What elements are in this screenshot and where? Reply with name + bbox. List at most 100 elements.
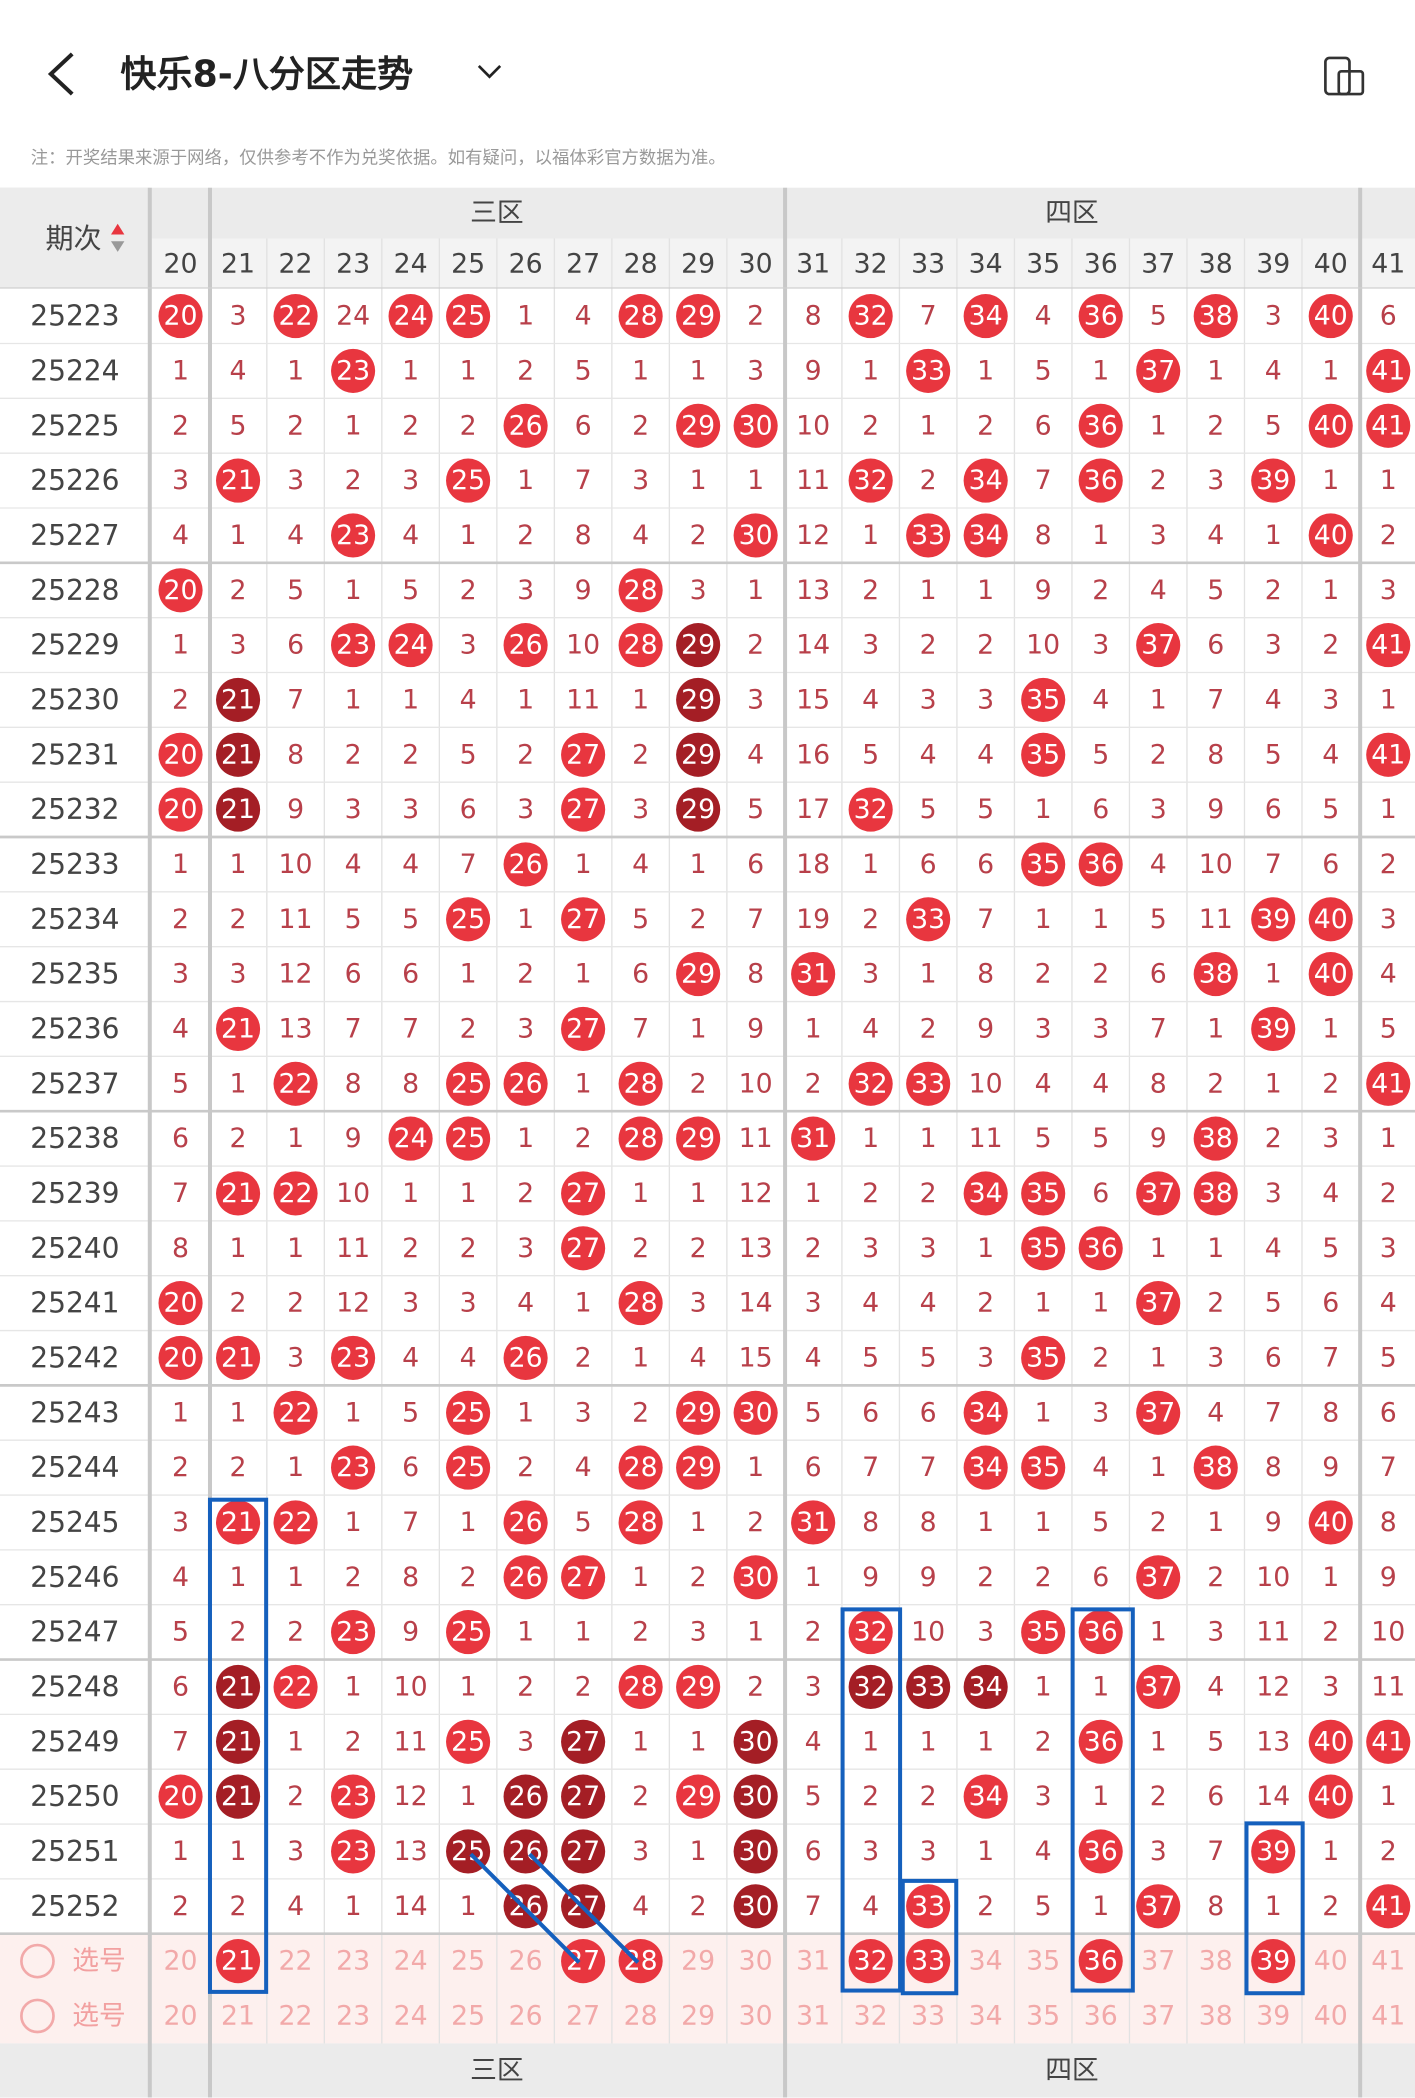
issue: 25233 — [30, 848, 119, 881]
radio[interactable] — [20, 1998, 55, 2034]
ball-number[interactable]: 39 — [1256, 1946, 1290, 1977]
cell-number[interactable]: 22 — [279, 2000, 313, 2031]
cell-number[interactable]: 38 — [1199, 1946, 1233, 1977]
ball-number: 23 — [336, 1836, 370, 1867]
cell-number[interactable]: 41 — [1371, 2000, 1405, 2031]
cell-number: 14 — [739, 1288, 773, 1319]
cell-number: 1 — [460, 1178, 477, 1209]
ball[interactable] — [1251, 1939, 1296, 1984]
cell-number[interactable]: 33 — [911, 2000, 945, 2031]
pick-label[interactable]: 选号 — [72, 1946, 125, 1977]
ball[interactable] — [906, 1939, 951, 1984]
cell-number: 4 — [1092, 684, 1109, 715]
cell-number[interactable]: 35 — [1026, 1946, 1060, 1977]
dropdown[interactable] — [477, 65, 502, 79]
ball — [1193, 294, 1238, 339]
ball-number: 22 — [279, 301, 313, 332]
cell-number: 1 — [977, 1836, 994, 1867]
ball — [1136, 348, 1181, 393]
rotate-icon[interactable] — [1324, 56, 1365, 96]
cell-number[interactable]: 20 — [164, 2000, 198, 2031]
pick-label[interactable]: 选号 — [72, 2000, 125, 2031]
cell-number: 6 — [920, 849, 937, 880]
cell-number[interactable]: 26 — [509, 1946, 543, 1977]
cell-number: 5 — [1207, 1726, 1224, 1757]
ball — [446, 1061, 491, 1106]
ball[interactable] — [1078, 1939, 1123, 1984]
cell-number[interactable]: 39 — [1256, 2000, 1290, 2031]
cell-number: 2 — [575, 1342, 592, 1373]
cell-number: 2 — [632, 1233, 649, 1264]
ball-number: 36 — [1084, 465, 1118, 496]
ball[interactable] — [848, 1939, 893, 1984]
cell-number: 1 — [1150, 1617, 1167, 1648]
ball — [503, 1061, 548, 1106]
back-button[interactable] — [47, 52, 74, 96]
cell-number[interactable]: 35 — [1026, 2000, 1060, 2031]
cell-number[interactable]: 41 — [1371, 1946, 1405, 1977]
cell-number: 1 — [690, 1836, 707, 1867]
ball — [1136, 1555, 1181, 1600]
cell-number[interactable]: 20 — [164, 1946, 198, 1977]
cell-number: 2 — [1207, 1068, 1224, 1099]
cell-number[interactable]: 37 — [1141, 1946, 1175, 1977]
ball[interactable] — [561, 1939, 606, 1984]
cell-number[interactable]: 30 — [739, 1946, 773, 1977]
cell-number: 1 — [862, 1123, 879, 1154]
ball-number: 27 — [566, 1726, 600, 1757]
cell-number: 4 — [1265, 355, 1282, 386]
ball-number[interactable]: 28 — [624, 1946, 658, 1977]
ball — [331, 1445, 376, 1490]
cell-number[interactable]: 23 — [336, 2000, 370, 2031]
ball-number: 20 — [164, 575, 198, 606]
cell-number[interactable]: 22 — [279, 1946, 313, 1977]
ball-number[interactable]: 36 — [1084, 1946, 1118, 1977]
cell-number[interactable]: 21 — [221, 2000, 255, 2031]
cell-number[interactable]: 32 — [854, 2000, 888, 2031]
cell-number[interactable]: 38 — [1199, 2000, 1233, 2031]
cell-number: 5 — [172, 1617, 189, 1648]
cell-number[interactable]: 28 — [624, 2000, 658, 2031]
cell-number[interactable]: 40 — [1314, 1946, 1348, 1977]
cell-number: 1 — [575, 1068, 592, 1099]
ball — [1193, 952, 1238, 997]
ball-number: 35 — [1026, 1178, 1060, 1209]
cell-number[interactable]: 37 — [1141, 2000, 1175, 2031]
ball-number[interactable]: 32 — [854, 1946, 888, 1977]
cell-number[interactable]: 24 — [394, 1946, 428, 1977]
cell-number: 3 — [1207, 1342, 1224, 1373]
cell-number[interactable]: 30 — [739, 2000, 773, 2031]
cell-number[interactable]: 26 — [509, 2000, 543, 2031]
cell-number[interactable]: 25 — [451, 2000, 485, 2031]
ball[interactable] — [618, 1939, 663, 1984]
cell-number: 3 — [1380, 904, 1397, 935]
cell-number[interactable]: 31 — [796, 2000, 830, 2031]
ball-number: 37 — [1141, 1562, 1175, 1593]
cell-number[interactable]: 31 — [796, 1946, 830, 1977]
ball — [1366, 732, 1411, 777]
ball[interactable] — [215, 1939, 261, 1984]
cell-number[interactable]: 24 — [394, 2000, 428, 2031]
ball-number[interactable]: 21 — [221, 1946, 255, 1977]
cell-number[interactable]: 23 — [336, 1946, 370, 1977]
cell-number[interactable]: 27 — [566, 2000, 600, 2031]
cell-number[interactable]: 25 — [451, 1946, 485, 1977]
ball-number: 21 — [221, 1671, 255, 1702]
ball — [388, 294, 433, 339]
cell-number[interactable]: 40 — [1314, 2000, 1348, 2031]
cell-number: 6 — [1380, 301, 1397, 332]
issue: 25237 — [30, 1067, 119, 1100]
ball-number[interactable]: 33 — [911, 1946, 945, 1977]
cell-number[interactable]: 34 — [969, 2000, 1003, 2031]
ball-number[interactable]: 27 — [566, 1946, 600, 1977]
ball — [215, 458, 261, 503]
radio[interactable] — [20, 1943, 55, 1979]
cell-number[interactable]: 29 — [681, 1946, 715, 1977]
cell-number[interactable]: 36 — [1084, 2000, 1118, 2031]
cell-number: 1 — [977, 575, 994, 606]
cell-number[interactable]: 29 — [681, 2000, 715, 2031]
cell-number[interactable]: 34 — [969, 1946, 1003, 1977]
cell-number: 13 — [394, 1836, 428, 1867]
cell-number: 2 — [1150, 1781, 1167, 1812]
cell-number: 3 — [517, 1233, 534, 1264]
